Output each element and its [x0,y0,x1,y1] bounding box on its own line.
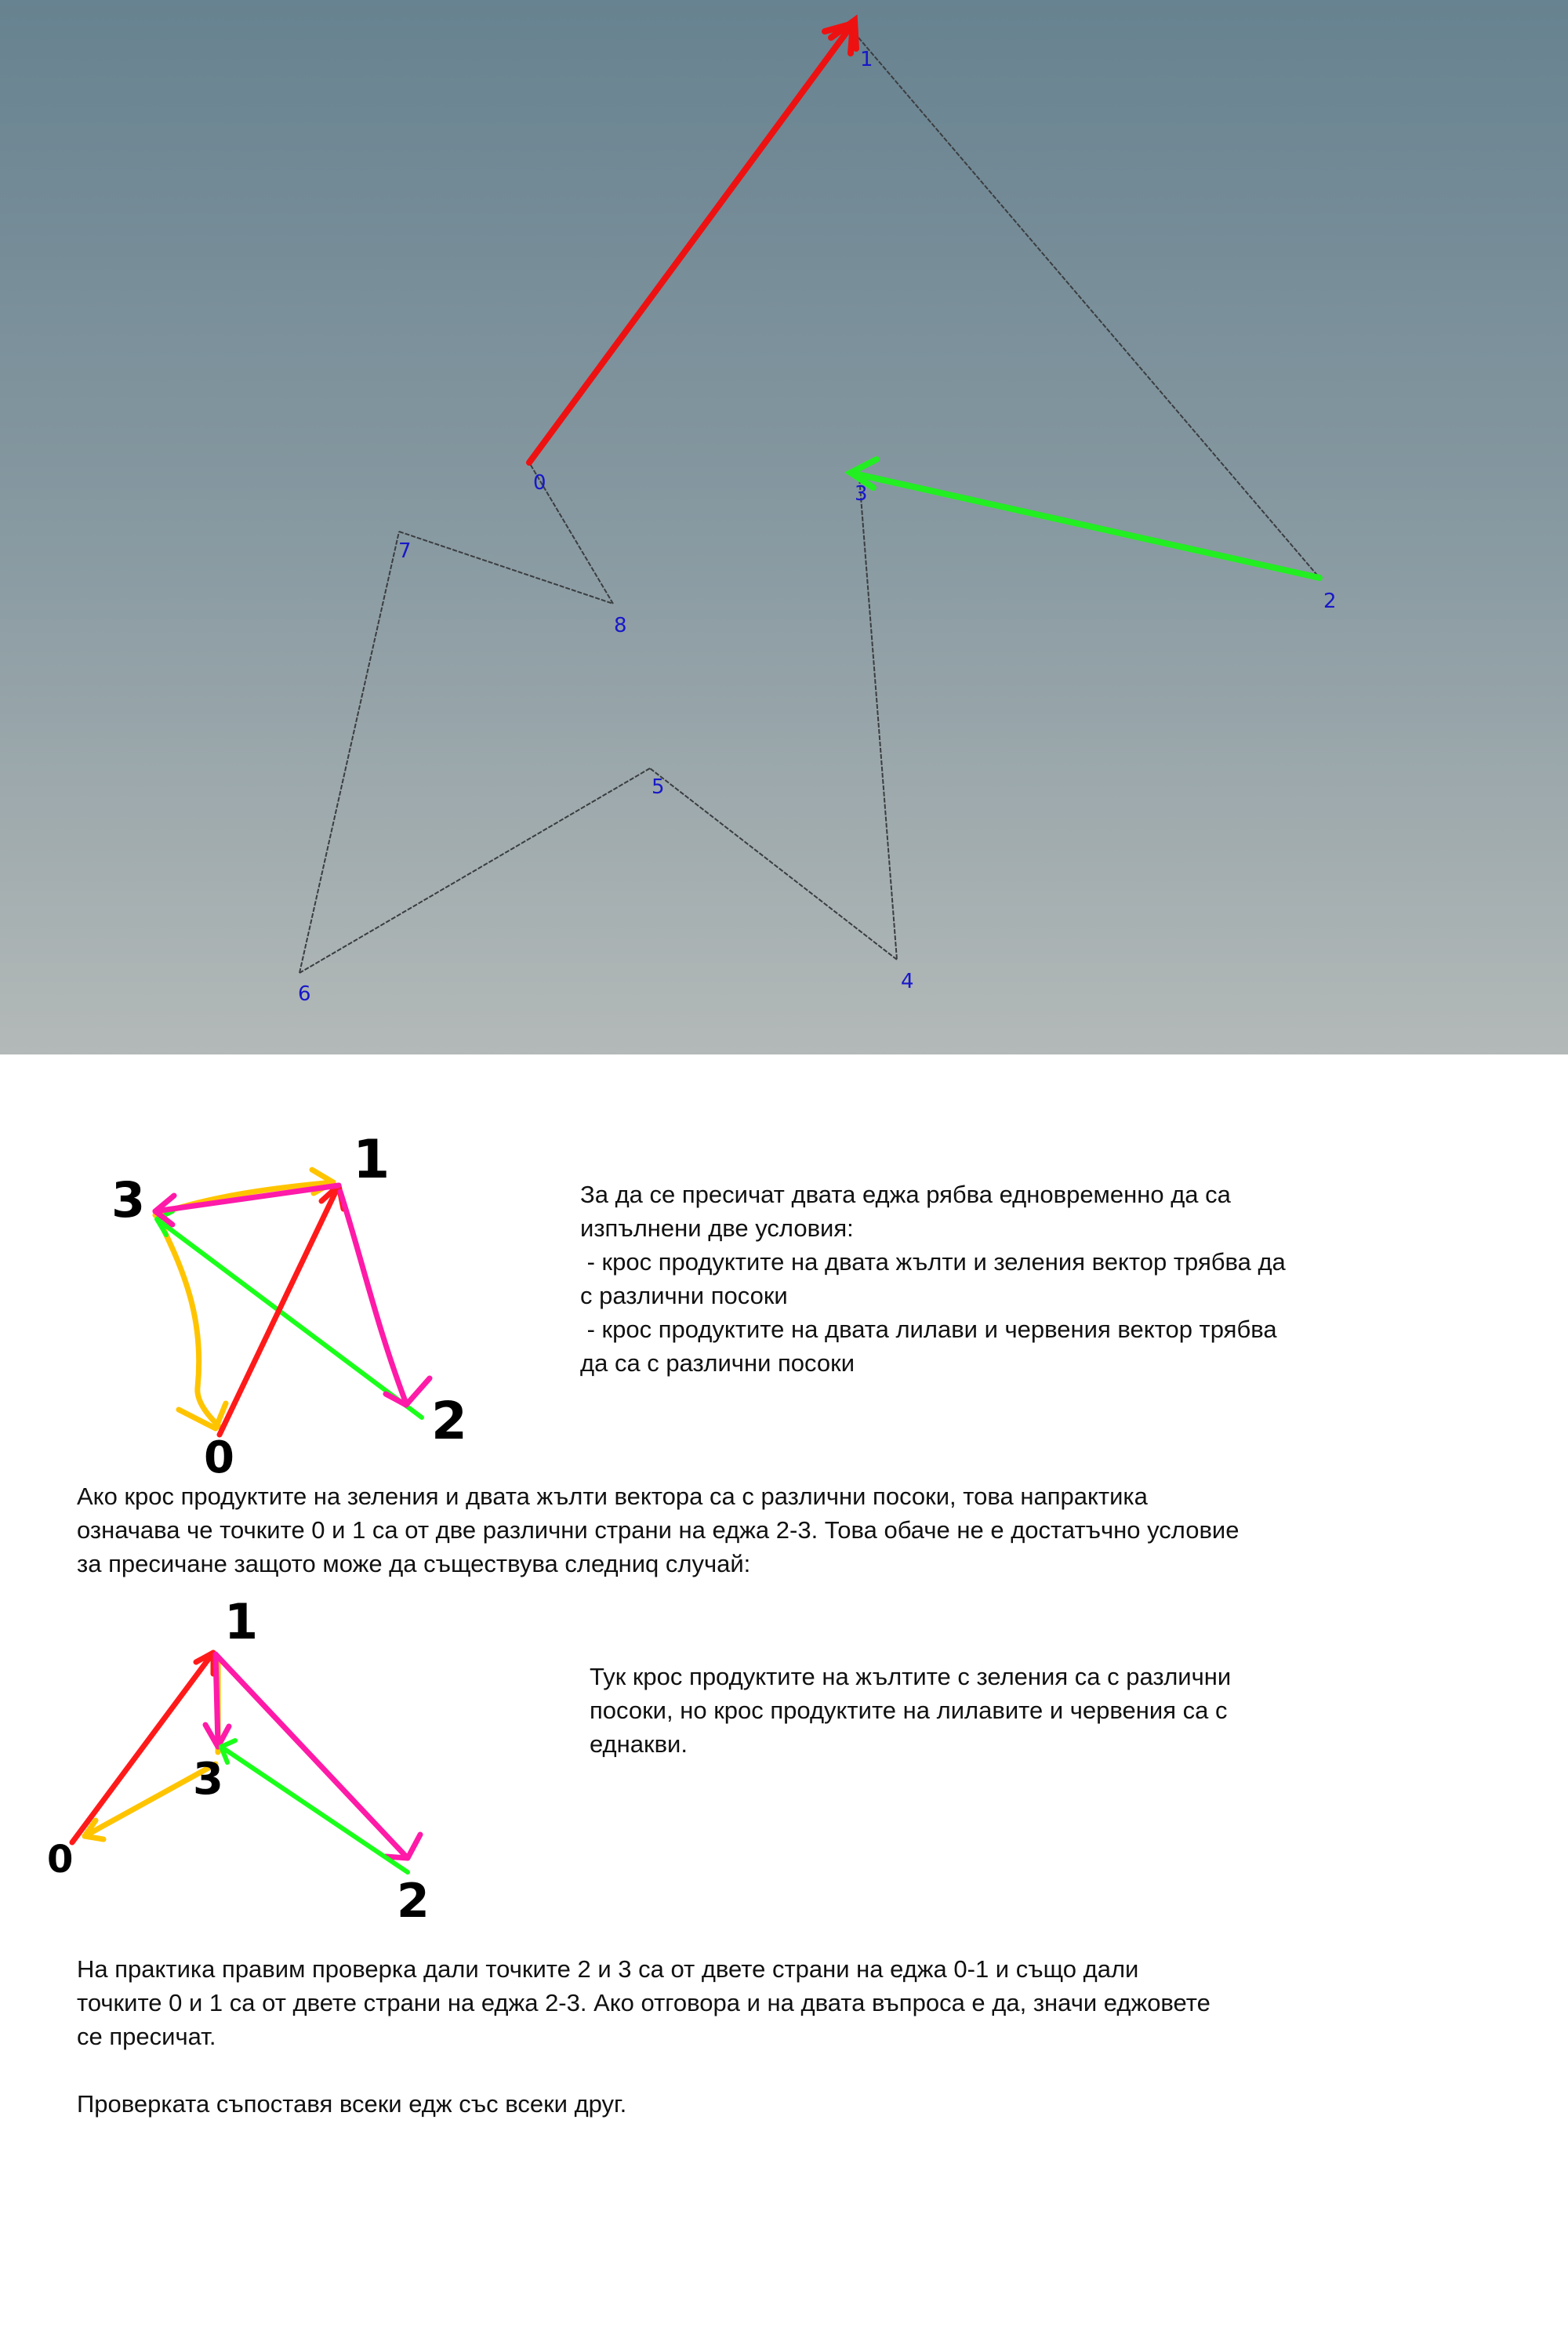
sketch1-yellow-3-0 [155,1216,223,1430]
sketch1-label-1: 1 [353,1129,390,1191]
sketch2-caption-line-2: посоки, но крос продуктите на лилавите и… [590,1697,1228,1724]
sketch1-magenta-1-2 [337,1189,409,1406]
edge-5-6 [299,768,651,974]
sketch2-label-1: 1 [224,1593,258,1650]
sketch2-magenta-1-3 [212,1651,221,1748]
conclusion-line-2: точките 0 и 1 са от двете страни на еджа… [77,1989,1210,2016]
vertex-label-8: 8 [614,614,627,637]
sketch2-label-2: 2 [397,1874,430,1929]
vertex-label-2: 2 [1323,590,1337,613]
conclusion-spacer [77,2053,1551,2087]
conclusion-paragraph: На практика правим проверка дали точките… [77,1952,1551,2121]
green-vector-2-3 [848,470,1323,581]
conditions-line-5: - крос продуктите на двата лилави и черв… [580,1316,1277,1343]
edge-4-5 [649,768,898,960]
sketch1-magenta-arrowhead-2 [383,1375,433,1408]
sketch1-label-2: 2 [431,1391,467,1451]
sketch2-label-0: 0 [47,1838,73,1882]
vertex-label-0: 0 [533,471,546,495]
sketch2-yellow-3-0 [82,1761,219,1839]
sketch1-yellow-arrowhead-0 [176,1400,229,1432]
sketch2-green-arrowhead [219,1738,238,1765]
edge-1-2 [858,37,1320,579]
conditions-line-4: с различни посоки [580,1282,788,1309]
sketch2-label-3: 3 [193,1754,223,1805]
sketch2-red-0-1 [69,1650,216,1846]
edge-7-8 [398,531,614,604]
conditions-paragraph: За да се пресичат двата еджа рябва еднов… [580,1178,1521,1380]
edge-3-4 [858,466,898,960]
sketch2-caption-line-1: Тук крос продуктите на жълтите с зеления… [590,1663,1232,1690]
red-arrowhead-2 [828,14,859,52]
insufficient-line-2: означава че точките 0 и 1 са от две разл… [77,1516,1240,1544]
vertex-label-1: 1 [860,48,873,71]
vertex-label-5: 5 [652,775,665,799]
sketch1-red-0-1 [216,1182,342,1438]
conclusion-line-3: се пресичат. [77,2023,216,2050]
conditions-line-3: - крос продуктите на двата жълти и зелен… [580,1248,1286,1276]
sketch1-label-0: 0 [204,1432,234,1474]
conditions-line-6: да са с различни посоки [580,1349,855,1377]
sketch1-label-3: 3 [111,1171,145,1229]
edge-6-7 [299,531,400,974]
vertex-label-3: 3 [855,482,868,506]
sketch2-magenta-arrowhead-3 [202,1722,232,1750]
sketch2-caption: Тук крос продуктите на жълтите с зеления… [590,1660,1491,1761]
vertex-label-7: 7 [398,539,412,563]
sketch1-magenta-arrowhead-3 [152,1192,177,1228]
insufficient-line-1: Ако крос продуктите на зеления и двата ж… [77,1483,1148,1510]
sketch-intersecting-edges: 3 1 0 2 [94,1121,502,1474]
polygon-viewport: 0 1 2 3 4 5 6 7 8 [0,0,1568,1054]
conditions-line-2: изпълнени две условия: [580,1214,854,1242]
sketch2-magenta-arrowhead-2 [383,1831,423,1861]
sketch2-caption-line-3: еднакви. [590,1730,688,1758]
sketch2-green-2-3 [219,1744,410,1875]
vertex-label-6: 6 [298,982,311,1006]
sketch2-yellow-arrowhead [82,1817,107,1842]
sketch2-magenta-1-2 [212,1651,409,1860]
conclusion-line-1: На практика правим проверка дали точките… [77,1955,1139,1983]
green-arrowhead [844,456,880,491]
sketch1-green-2-3 [154,1217,424,1420]
sketch1-magenta-1-3 [152,1182,342,1214]
sketch1-green-arrowhead [154,1209,175,1237]
insufficient-condition-paragraph: Ако крос продуктите на зеления и двата ж… [77,1479,1551,1581]
red-vector-0-1 [526,20,856,466]
polygon-diagram: 0 1 2 3 4 5 6 7 8 [298,14,1337,1006]
conditions-line-1: За да се пресичат двата еджа рябва еднов… [580,1181,1231,1208]
conclusion-final-line: Проверката съпоставя всеки едж със всеки… [77,2090,627,2118]
edge-8-0 [528,462,614,604]
vertex-label-4: 4 [901,970,914,993]
sketch-non-intersecting-case: 1 3 0 2 [39,1584,478,1929]
insufficient-line-3: за пресичане защото може да съществува с… [77,1550,751,1577]
